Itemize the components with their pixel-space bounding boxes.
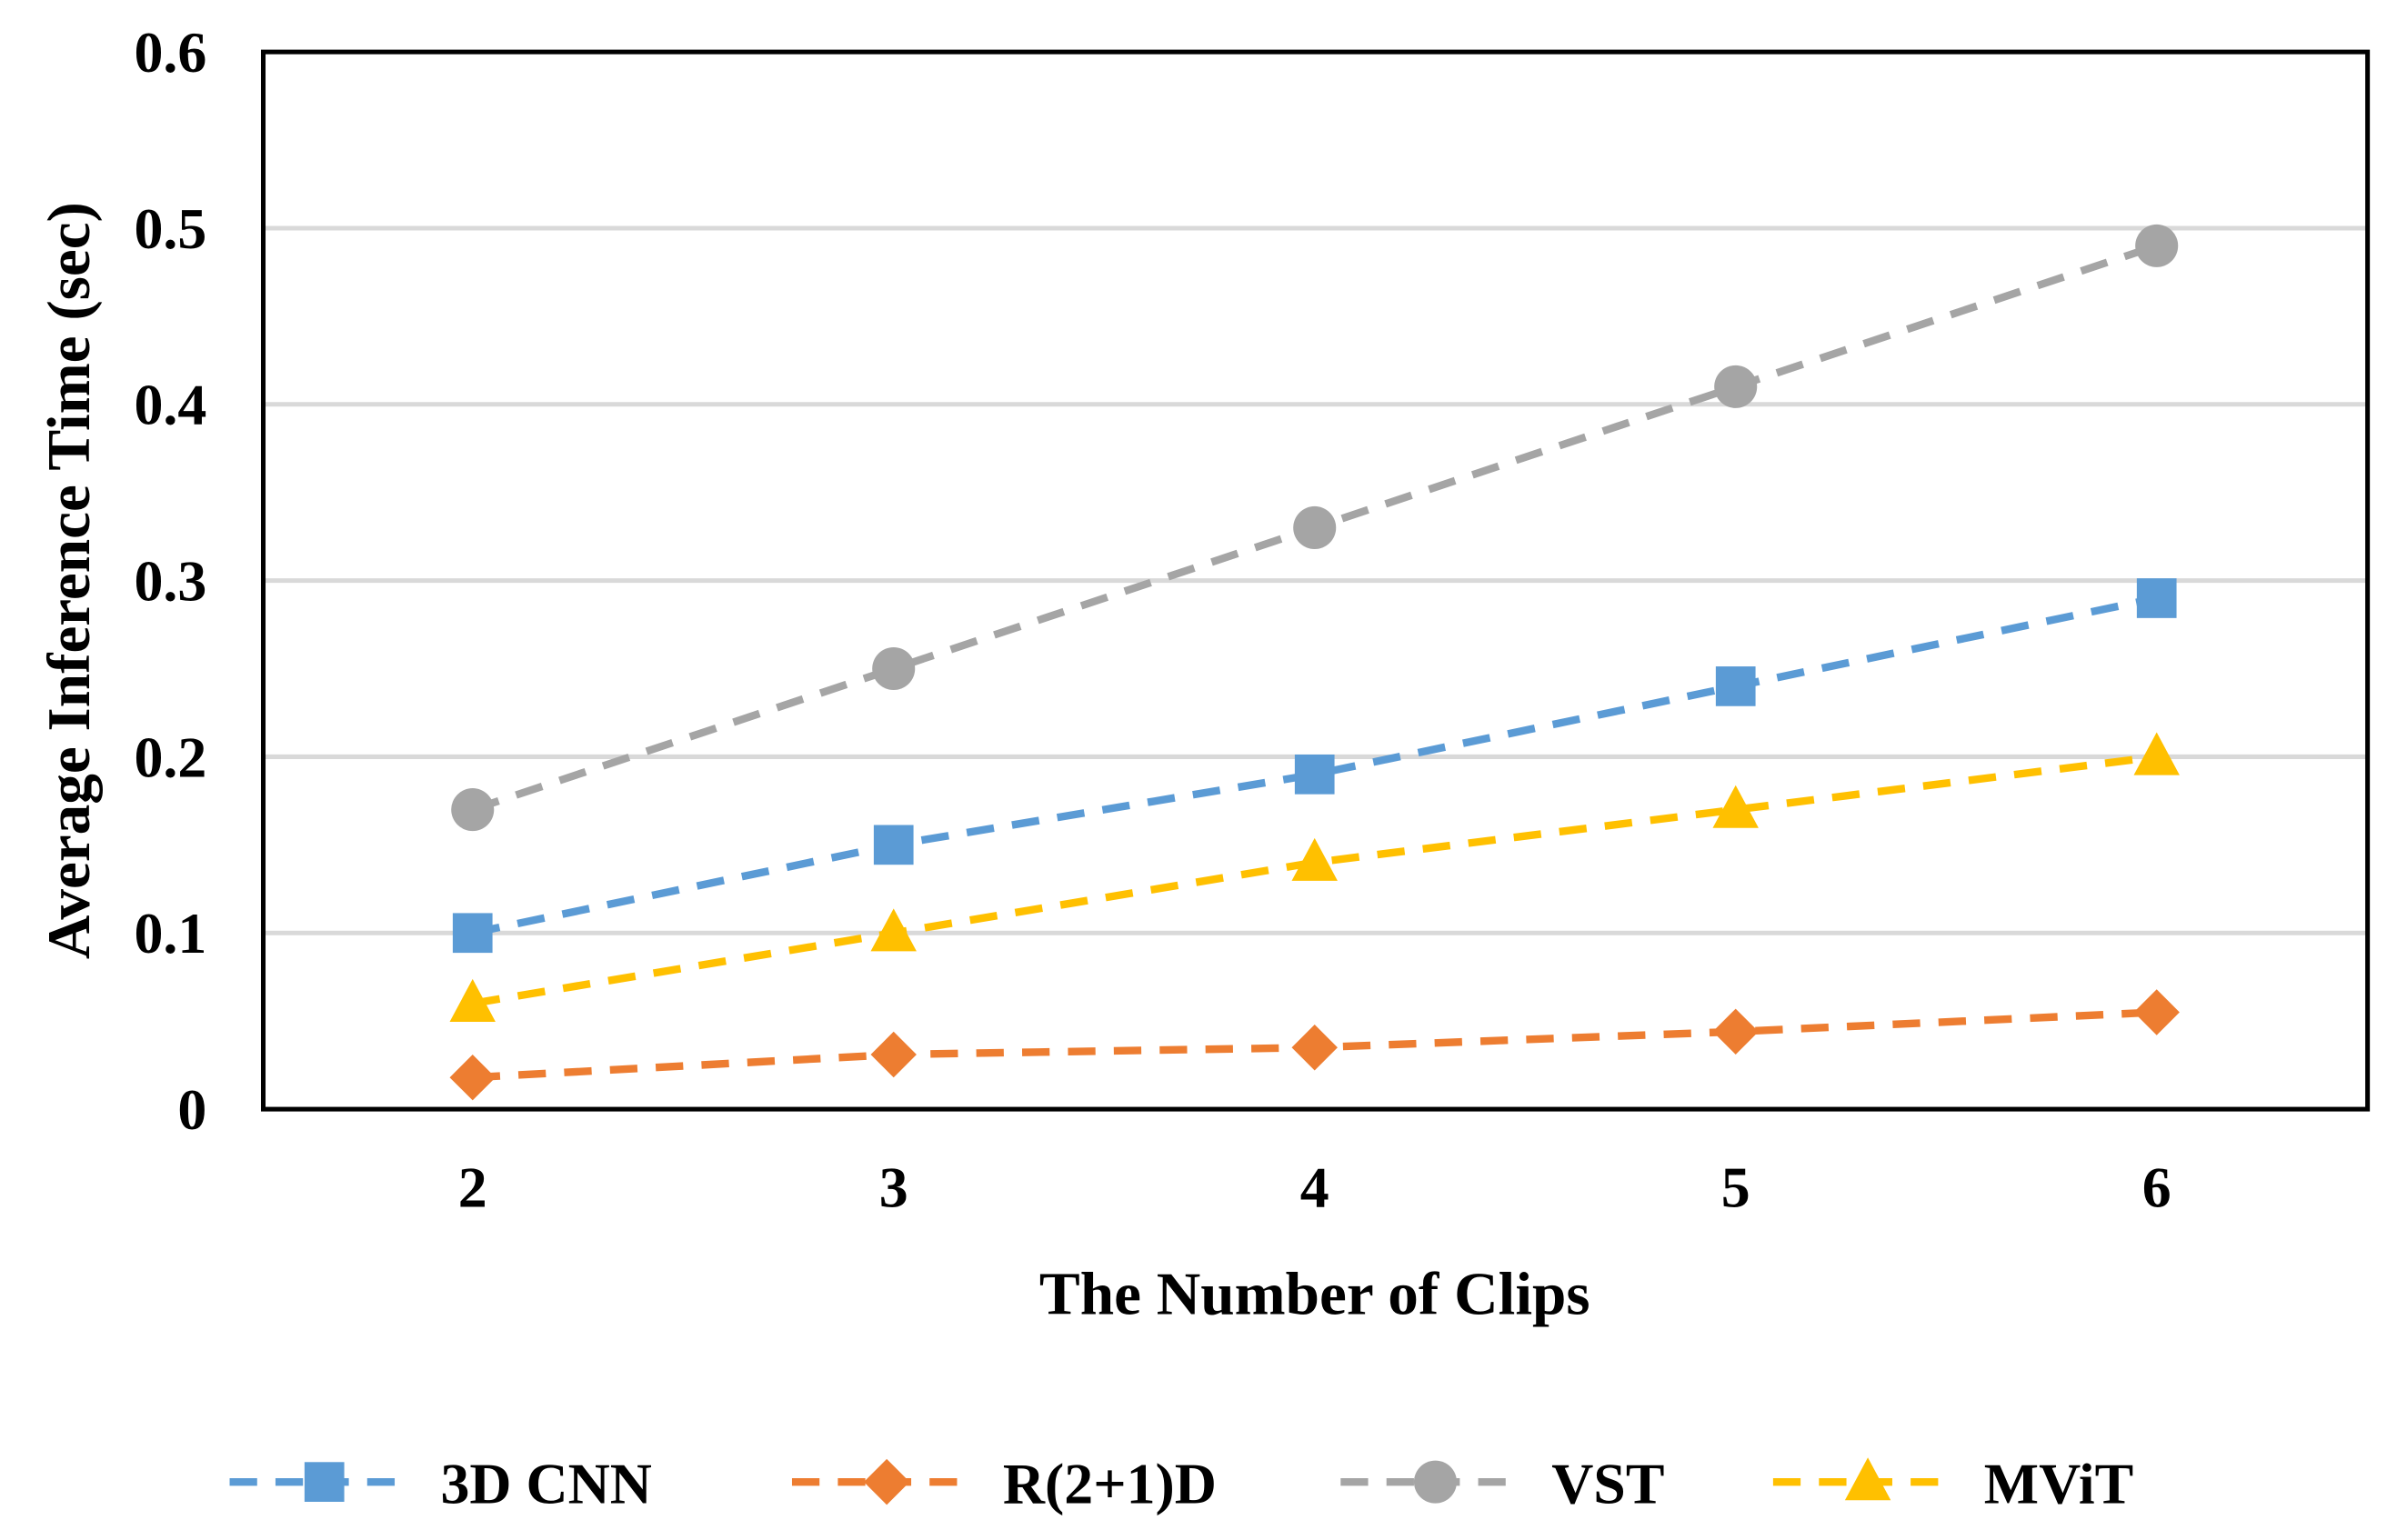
data-point-square [304, 1462, 345, 1502]
legend-item: MViT [1772, 1452, 2133, 1516]
data-point-square [1294, 754, 1335, 795]
y-tick-label: 0.1 [134, 901, 206, 965]
series-mvit [449, 732, 2180, 1022]
legend-label: 3D CNN [440, 1452, 651, 1516]
data-point-diamond [1712, 1008, 1759, 1055]
data-point-triangle [1844, 1457, 1891, 1501]
y-tick-label: 0 [177, 1077, 206, 1142]
x-axis-ticks: 2 3 4 5 6 [458, 1155, 2171, 1220]
y-tick-label: 0.2 [134, 725, 206, 789]
y-tick-label: 0.6 [134, 20, 206, 85]
x-tick-label: 5 [1721, 1155, 1750, 1220]
data-point-circle [1413, 1460, 1458, 1504]
y-axis-ticks: 0 0.1 0.2 0.3 0.4 0.5 0.6 [134, 20, 206, 1142]
x-tick-label: 2 [458, 1155, 487, 1220]
legend-label: VST [1551, 1452, 1664, 1516]
series-vst [451, 224, 2179, 832]
legend: 3D CNN R(2+1)D VST MViT [229, 1452, 2133, 1516]
data-point-diamond [1291, 1025, 1338, 1071]
data-point-circle [1293, 505, 1337, 549]
legend-item: VST [1340, 1452, 1664, 1516]
data-point-circle [872, 646, 916, 691]
data-point-circle [2135, 224, 2179, 267]
data-point-triangle [2133, 732, 2180, 775]
data-point-circle [1714, 365, 1758, 408]
series-line [472, 753, 2158, 1007]
y-tick-label: 0.5 [134, 196, 206, 261]
legend-label: MViT [1984, 1452, 2133, 1516]
series-group [449, 224, 2180, 1101]
data-point-triangle [1712, 785, 1759, 828]
data-point-triangle [870, 908, 917, 952]
x-axis-label: The Number of Clips [1039, 1259, 1590, 1327]
legend-label: R(2+1)D [1003, 1452, 1217, 1516]
data-point-diamond [870, 1031, 917, 1078]
legend-item: R(2+1)D [791, 1452, 1217, 1516]
series-3d-cnn [452, 578, 2177, 954]
data-point-diamond [449, 1054, 496, 1101]
x-tick-label: 4 [1300, 1155, 1329, 1220]
data-point-triangle [449, 978, 496, 1022]
data-point-square [2136, 578, 2177, 618]
x-tick-label: 3 [879, 1155, 908, 1220]
data-point-circle [451, 788, 495, 832]
y-tick-label: 0.3 [134, 548, 206, 613]
series-line [471, 594, 2158, 937]
y-tick-label: 0.4 [134, 373, 206, 437]
series-r-2-1-d [449, 989, 2180, 1101]
data-point-square [1715, 666, 1756, 706]
data-point-square [452, 913, 493, 954]
data-point-diamond [2133, 989, 2180, 1035]
legend-item: 3D CNN [229, 1452, 652, 1516]
data-point-triangle [1291, 837, 1338, 881]
x-tick-label: 6 [2142, 1155, 2171, 1220]
plot-area-border [260, 49, 2371, 1112]
data-point-diamond [863, 1458, 910, 1505]
data-point-square [873, 825, 914, 865]
gridlines [263, 225, 2368, 935]
y-axis-label: Average Inference Time (sec) [35, 202, 103, 959]
